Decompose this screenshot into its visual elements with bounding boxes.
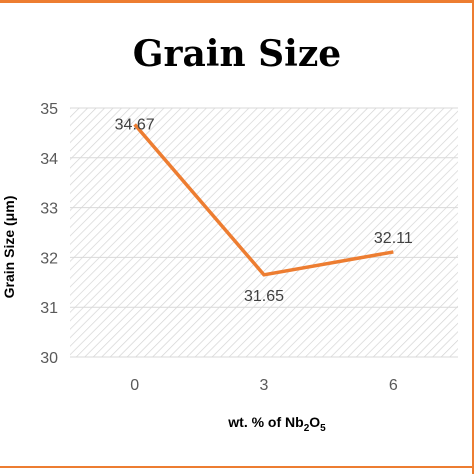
chart-title: Grain Size: [133, 33, 341, 75]
y-tick-label: 32: [40, 250, 58, 267]
y-tick-label: 31: [40, 300, 58, 317]
frame-top-border: [0, 0, 474, 3]
x-tick-labels: 0 3 6: [130, 377, 398, 394]
frame-bottom-border: [0, 466, 474, 468]
gridlines: [70, 107, 458, 358]
x-axis-title-mid: O: [309, 414, 320, 430]
y-tick-label: 34: [40, 151, 58, 168]
x-tick-label: 0: [130, 377, 139, 394]
frame-right-border: [472, 0, 474, 474]
x-tick-label: 6: [389, 377, 398, 394]
plot-area: [70, 108, 458, 357]
y-axis-title: Grain Size (μm): [1, 196, 17, 299]
x-axis-title-main: wt. % of Nb: [227, 414, 303, 430]
data-label: 32.11: [374, 230, 413, 247]
x-axis-title-sub2: 5: [320, 423, 326, 434]
data-labels: 34.67 31.65 32.11: [115, 116, 413, 304]
data-label: 31.65: [244, 288, 284, 305]
x-tick-label: 3: [260, 377, 269, 394]
y-tick-label: 33: [40, 201, 58, 218]
x-axis-title-sub1: 2: [304, 423, 310, 434]
series-line: [133, 123, 394, 277]
y-tick-label: 30: [40, 350, 58, 367]
data-label: 34.67: [115, 116, 155, 133]
y-tick-labels: 30 31 32 33 34 35: [40, 101, 58, 367]
x-axis-title: wt. % of Nb2O5: [227, 414, 326, 434]
y-tick-label: 35: [40, 101, 58, 118]
